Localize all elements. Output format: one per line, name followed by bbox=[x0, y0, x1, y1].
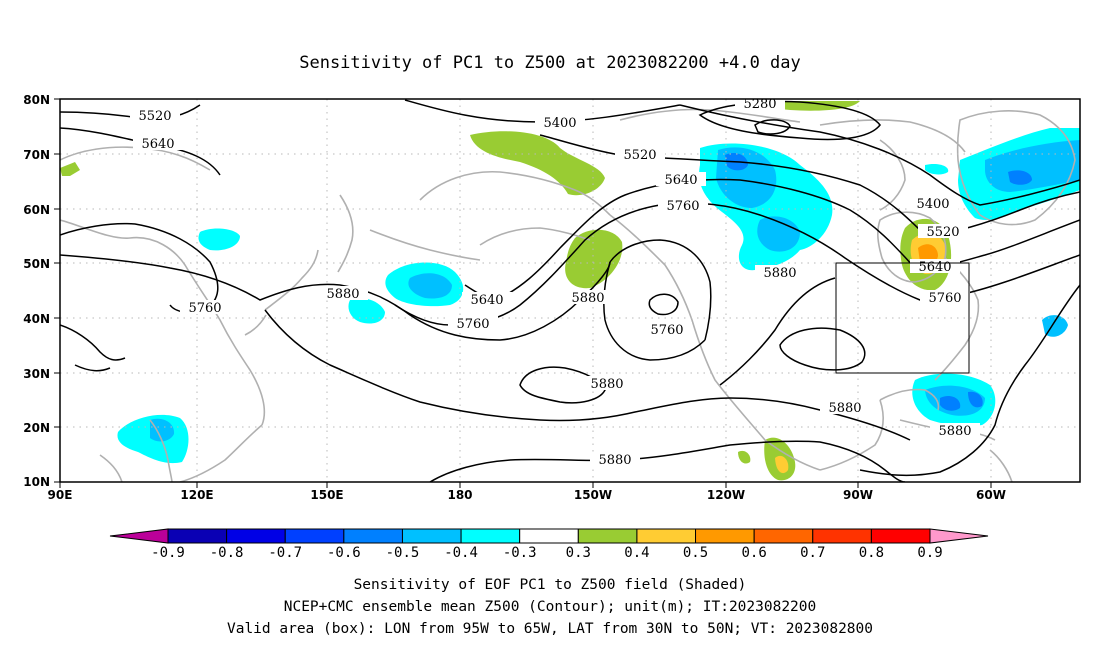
colorbar-cell bbox=[695, 528, 755, 544]
lat-label: 40N bbox=[23, 312, 50, 326]
colorbar-label: 0.4 bbox=[624, 545, 649, 561]
contour-label: 5880 bbox=[590, 377, 623, 392]
coastlines bbox=[60, 108, 1076, 482]
lat-label: 50N bbox=[23, 257, 50, 271]
contour-label: 5520 bbox=[138, 109, 171, 124]
lon-label: 120W bbox=[707, 488, 745, 502]
colorbar-cell bbox=[343, 528, 403, 544]
colorbar-label: 0.8 bbox=[859, 545, 884, 561]
lat-label: 60N bbox=[23, 203, 50, 217]
contour-label: 5760 bbox=[928, 291, 961, 306]
contour-label: 5880 bbox=[326, 287, 359, 302]
contour-label: 5760 bbox=[456, 317, 489, 332]
contour-label: 5640 bbox=[470, 293, 503, 308]
contour-label: 5640 bbox=[918, 260, 951, 275]
latitude-labels: 80N 70N 60N 50N 40N 30N 20N 10N bbox=[23, 93, 50, 489]
contour-label: 5520 bbox=[623, 148, 656, 163]
caption: Sensitivity of EOF PC1 to Z500 field (Sh… bbox=[227, 577, 873, 637]
colorbar-label: 0.7 bbox=[800, 545, 825, 561]
colorbar-label: -0.8 bbox=[210, 545, 244, 561]
contour-label: 5760 bbox=[188, 301, 221, 316]
contour-label: 5880 bbox=[938, 424, 971, 439]
colorbar-cell bbox=[401, 528, 462, 544]
contour-label: 5760 bbox=[650, 323, 683, 338]
colorbar-label: -0.7 bbox=[268, 545, 302, 561]
map-title: Sensitivity of PC1 to Z500 at 2023082200… bbox=[299, 53, 801, 73]
colorbar-cell bbox=[226, 528, 286, 544]
lon-label: 120E bbox=[180, 488, 213, 502]
colorbar-cell bbox=[460, 528, 521, 544]
contour-label: 5880 bbox=[828, 401, 861, 416]
contour-label: 5640 bbox=[664, 173, 697, 188]
contour-label: 5400 bbox=[916, 197, 949, 212]
contour-label: 5880 bbox=[571, 291, 604, 306]
colorbar-left-triangle bbox=[109, 528, 169, 544]
contour-label: 5400 bbox=[543, 116, 576, 131]
colorbar-cell bbox=[636, 528, 697, 544]
contour-label: 5760 bbox=[666, 199, 699, 214]
lat-label: 30N bbox=[23, 367, 50, 381]
colorbar-cell bbox=[870, 528, 931, 544]
lat-label: 80N bbox=[23, 93, 50, 107]
contour-labels: 5520 5640 5760 5880 5760 5640 5400 5520 … bbox=[130, 97, 980, 468]
axis-ticks bbox=[54, 98, 992, 488]
lat-label: 20N bbox=[23, 421, 50, 435]
colorbar-label: -0.9 bbox=[151, 545, 185, 561]
lat-label: 70N bbox=[23, 148, 50, 162]
contour-label: 5280 bbox=[743, 97, 776, 112]
colorbar-label: 0.9 bbox=[917, 545, 942, 561]
colorbar-label: 0.5 bbox=[683, 545, 708, 561]
colorbar-cell bbox=[519, 528, 579, 544]
contour-label: 5640 bbox=[141, 137, 174, 152]
valid-area-box bbox=[835, 262, 970, 374]
colorbar-cell bbox=[167, 528, 228, 544]
caption-line-1: Sensitivity of EOF PC1 to Z500 field (Sh… bbox=[354, 577, 747, 593]
colorbar-label: 0.6 bbox=[742, 545, 767, 561]
colorbar-label: -0.3 bbox=[503, 545, 537, 561]
colorbar-label: -0.5 bbox=[386, 545, 420, 561]
lat-label: 10N bbox=[23, 475, 50, 489]
lon-label: 60W bbox=[976, 488, 1006, 502]
colorbar-cell bbox=[577, 528, 638, 544]
contour-label: 5520 bbox=[926, 225, 959, 240]
colorbar-cell bbox=[753, 528, 814, 544]
longitude-labels: 90E 120E 150E 180 150W 120W 90W 60W bbox=[48, 488, 1006, 502]
lon-label: 180 bbox=[447, 488, 472, 502]
lon-label: 150E bbox=[310, 488, 343, 502]
colorbar-cell bbox=[284, 528, 345, 544]
contour-label: 5880 bbox=[598, 453, 631, 468]
colorbar-right-triangle bbox=[929, 528, 989, 544]
colorbar-label: -0.6 bbox=[327, 545, 361, 561]
lon-label: 90W bbox=[843, 488, 873, 502]
colorbar-label: -0.4 bbox=[444, 545, 478, 561]
caption-line-3: Valid area (box): LON from 95W to 65W, L… bbox=[227, 621, 873, 637]
lon-label: 90E bbox=[48, 488, 73, 502]
colorbar: -0.9 -0.8 -0.7 -0.6 -0.5 -0.4 -0.3 0.3 0.4 0.5 0.6… bbox=[109, 528, 989, 561]
colorbar-cell bbox=[812, 528, 872, 544]
gridlines bbox=[60, 99, 1080, 482]
plot-frame bbox=[59, 98, 1081, 483]
caption-line-2: NCEP+CMC ensemble mean Z500 (Contour); u… bbox=[284, 599, 817, 615]
lon-label: 150W bbox=[574, 488, 612, 502]
contour-label: 5880 bbox=[763, 266, 796, 281]
colorbar-label: 0.3 bbox=[566, 545, 591, 561]
